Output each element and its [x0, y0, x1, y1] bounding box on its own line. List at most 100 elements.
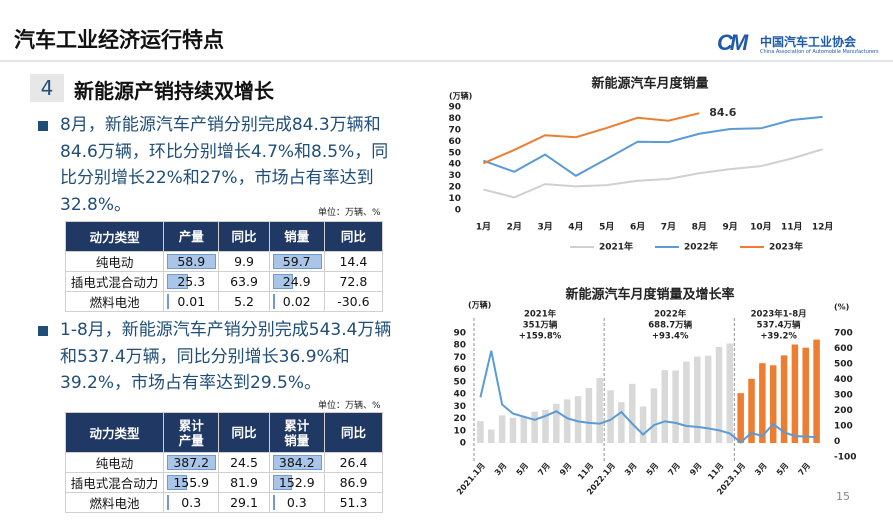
- cell-text: 0.01: [177, 294, 206, 309]
- table-cell: 0.02: [268, 291, 325, 312]
- y-tick-label: 80: [453, 341, 466, 351]
- table-cell: 86.9: [323, 472, 384, 493]
- header-cell: 同比: [323, 221, 384, 252]
- logo-en: China Association of Automobile Manufact…: [760, 49, 879, 55]
- chart-title: 新能源汽车月度销量及增长率: [565, 287, 734, 303]
- bar: [694, 356, 701, 443]
- y-tick-label: 70: [448, 125, 461, 135]
- cell-text: 387.2: [173, 455, 210, 470]
- table-cell: 29.1: [218, 492, 270, 513]
- cell-text: 59.7: [282, 254, 311, 269]
- y-tick-label: 10: [453, 426, 466, 436]
- data-bar: [167, 254, 217, 269]
- table-cell: 纯电动: [64, 251, 165, 272]
- table-unit: 单位：万辆、%: [318, 401, 381, 411]
- y2-tick-label: 600: [834, 344, 853, 354]
- cell-text: 384.2: [278, 455, 315, 470]
- logo-text: 中国汽车工业协会: [760, 35, 857, 49]
- y-tick-label: 50: [453, 377, 466, 387]
- header-rule: [0, 60, 893, 62]
- data-bar: [167, 294, 170, 309]
- table-cell: -30.6: [323, 291, 384, 312]
- y-tick-label: 90: [448, 103, 461, 113]
- header-text: 同比: [340, 425, 366, 440]
- y-tick-label: 30: [448, 171, 461, 181]
- series-line: [483, 115, 823, 177]
- x-tick-label: 1月: [476, 222, 491, 233]
- bar: [542, 409, 549, 443]
- data-bar: [167, 455, 217, 470]
- bar: [748, 378, 755, 443]
- x-tick-label: 11月: [576, 461, 595, 481]
- table-cell: 63.9: [218, 271, 270, 292]
- bar: [813, 339, 820, 443]
- x-tick-label: 7月: [666, 461, 682, 477]
- header-text: 累计销量: [284, 417, 310, 448]
- cell-text: 燃料电池: [89, 496, 140, 511]
- x-tick-label: 3月: [493, 461, 509, 477]
- table-cell: 燃料电池: [64, 492, 165, 513]
- x-tick-label: 11月: [781, 222, 803, 233]
- bar: [715, 346, 723, 443]
- x-tick-label: 3月: [753, 461, 769, 477]
- table-cell: 燃料电池: [64, 291, 165, 312]
- table-cell: 72.8: [323, 271, 384, 292]
- data-bar: [272, 274, 294, 289]
- cell-text: 插电式混合动力: [70, 476, 159, 491]
- cell-text: 纯电动: [95, 255, 134, 270]
- x-tick-label: 7月: [661, 222, 676, 233]
- data-bar: [272, 294, 275, 309]
- x-tick-label: 4月: [568, 222, 583, 233]
- header-text: 销量: [284, 229, 310, 244]
- table-cell: 0.01: [163, 291, 220, 312]
- table-cell: 插电式混合动力: [64, 271, 165, 292]
- x-tick-label: 6月: [630, 222, 645, 233]
- x-tick-label: 5月: [599, 222, 614, 233]
- data-table: 动力类型 产量 同比 销量 同比 纯电动 58.9 9.9 59.7 14.4 插电式混合动力 25.…: [64, 221, 384, 312]
- bullet-text: 1-8月，新能源汽车产销分别完成543.4万辆和537.4万辆，同比分别增长36…: [60, 320, 392, 393]
- cell-text: 5.2: [234, 294, 254, 309]
- cell-text: 86.9: [339, 475, 368, 490]
- table-row: 插电式混合动力 25.3 63.9 24.9 72.8: [64, 271, 384, 292]
- cell-text: 0.3: [286, 495, 307, 510]
- header-row: 动力类型 累计产量 同比 累计销量 同比: [64, 412, 384, 453]
- header-text: 产量: [178, 229, 204, 244]
- annotation: 2023年1-8月: [751, 309, 807, 320]
- header-cell: 同比: [218, 221, 270, 252]
- header-cell: 销量: [268, 221, 325, 252]
- header-cell: 累计销量: [268, 412, 325, 453]
- data-bar: [167, 274, 189, 289]
- table-row: 燃料电池 0.01 5.2 0.02 -30.6: [64, 291, 384, 312]
- cell-text: 14.4: [339, 254, 368, 269]
- bar: [661, 370, 669, 443]
- cell-text: 72.8: [339, 274, 368, 289]
- data-bar: [167, 475, 187, 490]
- section-title: 新能源产销持续双增长: [74, 79, 274, 103]
- y2-tick-label: 400: [834, 375, 853, 385]
- bar: [791, 344, 799, 443]
- data-bar: [272, 495, 275, 510]
- cell-text: 纯电动: [95, 456, 134, 471]
- table-cell: 155.9: [163, 472, 220, 493]
- section-number: 4: [30, 74, 64, 102]
- bar: [498, 415, 506, 443]
- legend-label: 2021年: [599, 241, 633, 253]
- series-line: [483, 148, 823, 199]
- bar: [553, 403, 560, 443]
- cell-text: -30.6: [337, 294, 370, 309]
- y-tick-label: 20: [453, 414, 466, 424]
- legend-label: 2023年: [769, 241, 803, 253]
- y2-tick-label: 300: [834, 391, 853, 401]
- bullet-marker: [38, 121, 48, 131]
- y-tick-label: 70: [453, 353, 466, 363]
- header-text: 动力类型: [89, 230, 140, 245]
- y-tick-label: 30: [453, 402, 466, 412]
- y2-tick-label: 500: [834, 360, 853, 370]
- y-axis-label: (万辆): [468, 300, 491, 310]
- data-bar: [272, 475, 293, 490]
- cell-text: 155.9: [173, 475, 210, 490]
- annotation: 2022年: [654, 309, 687, 320]
- data-bar: [272, 455, 322, 470]
- x-tick-label: 8月: [692, 222, 707, 233]
- y2-tick-label: 700: [834, 329, 853, 339]
